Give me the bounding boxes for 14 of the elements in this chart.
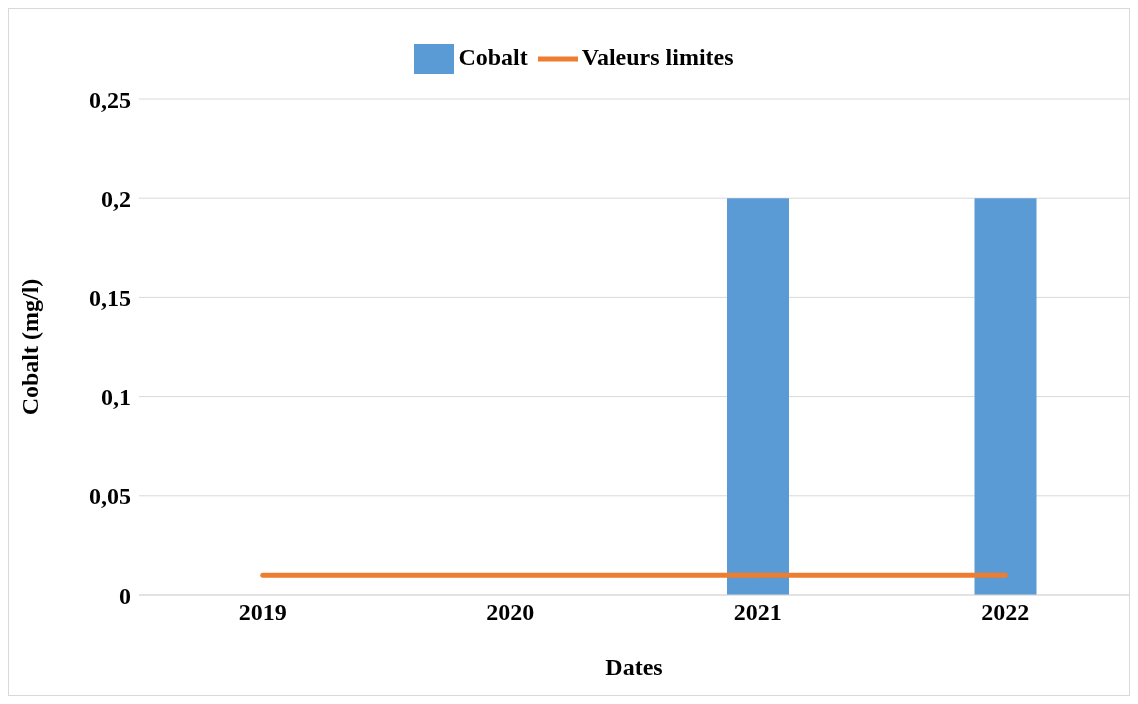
x-tick-label: 2019 bbox=[238, 599, 287, 626]
y-tick-label: 0,05 bbox=[89, 483, 131, 510]
x-tick-label: 2021 bbox=[733, 599, 782, 626]
legend-label: Cobalt bbox=[458, 43, 528, 70]
x-tick-label: 2022 bbox=[981, 599, 1030, 626]
y-axis-title: Cobalt (mg/l) bbox=[16, 278, 43, 416]
x-axis-title: Dates bbox=[605, 654, 663, 680]
y-tick-label: 0,1 bbox=[101, 384, 131, 411]
y-tick-label: 0 bbox=[119, 582, 131, 609]
y-tick-label: 0,15 bbox=[89, 284, 131, 311]
y-tick-label: 0,25 bbox=[89, 86, 131, 113]
y-tick-label: 0,2 bbox=[101, 185, 131, 212]
x-tick-label: 2020 bbox=[486, 599, 535, 626]
legend-label: Valeurs limites bbox=[581, 43, 734, 70]
